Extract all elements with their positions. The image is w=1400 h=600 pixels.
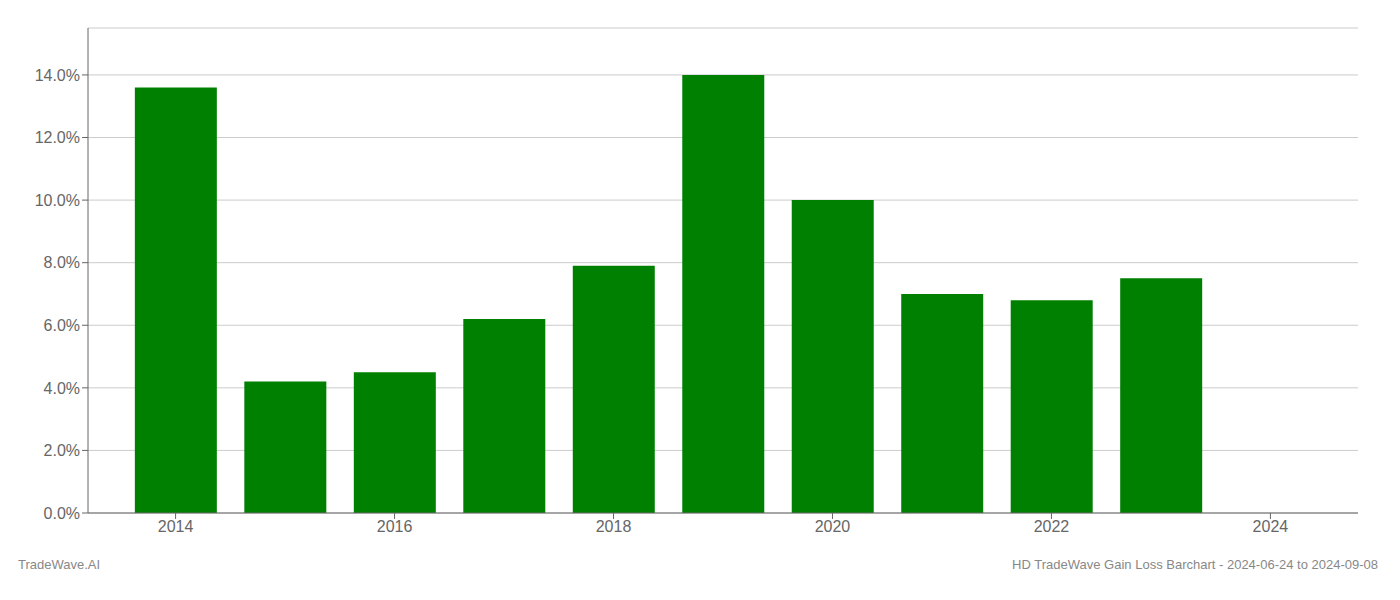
html-text:TradeWave.AI: TradeWave.AI (18, 557, 101, 572)
html-text:HD TradeWave Gain Loss Barchar: HD TradeWave Gain Loss Barchart - 2024-0… (1012, 557, 1378, 572)
svg-text:6.0%: 6.0% (44, 317, 80, 334)
svg-text:2018: 2018 (596, 518, 632, 535)
svg-text:12.0%: 12.0% (35, 129, 80, 146)
svg-text:14.0%: 14.0% (35, 67, 80, 84)
svg-text:10.0%: 10.0% (35, 192, 80, 209)
svg-text:2014: 2014 (158, 518, 194, 535)
svg-text:2024: 2024 (1253, 518, 1289, 535)
svg-text:2016: 2016 (377, 518, 413, 535)
svg-text:4.0%: 4.0% (44, 380, 80, 397)
svg-text:2020: 2020 (815, 518, 851, 535)
svg-text:2.0%: 2.0% (44, 442, 80, 459)
svg-text:8.0%: 8.0% (44, 254, 80, 271)
svg-text:0.0%: 0.0% (44, 505, 80, 522)
svg-text:2022: 2022 (1034, 518, 1070, 535)
